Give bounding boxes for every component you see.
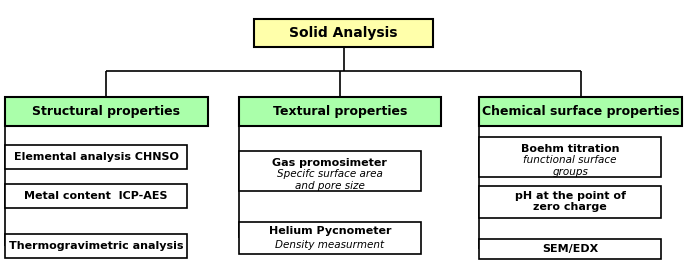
Text: Specifc surface area
and pore size: Specifc surface area and pore size — [277, 169, 383, 191]
FancyBboxPatch shape — [239, 222, 420, 254]
FancyBboxPatch shape — [239, 97, 442, 126]
Text: Density measurment: Density measurment — [275, 240, 384, 250]
Text: Gas promosimeter: Gas promosimeter — [272, 158, 387, 168]
Text: Boehm titration: Boehm titration — [521, 144, 620, 154]
Text: pH at the point of
zero charge: pH at the point of zero charge — [515, 191, 626, 212]
Text: functional surface
groups: functional surface groups — [523, 155, 617, 177]
FancyBboxPatch shape — [480, 137, 662, 177]
Text: Metal content  ICP-AES: Metal content ICP-AES — [25, 191, 168, 201]
Text: Helium Pycnometer: Helium Pycnometer — [269, 226, 391, 236]
FancyBboxPatch shape — [5, 97, 207, 126]
Text: Textural properties: Textural properties — [273, 105, 407, 118]
Text: Elemental analysis CHNSO: Elemental analysis CHNSO — [14, 152, 179, 162]
Text: SEM/EDX: SEM/EDX — [542, 244, 598, 254]
FancyBboxPatch shape — [5, 184, 187, 208]
FancyBboxPatch shape — [480, 97, 682, 126]
FancyBboxPatch shape — [5, 145, 187, 169]
Text: Solid Analysis: Solid Analysis — [289, 26, 398, 40]
FancyBboxPatch shape — [239, 151, 420, 191]
FancyBboxPatch shape — [254, 19, 433, 47]
FancyBboxPatch shape — [5, 234, 187, 258]
FancyBboxPatch shape — [480, 239, 662, 259]
Text: Chemical surface properties: Chemical surface properties — [482, 105, 679, 118]
FancyBboxPatch shape — [480, 186, 662, 217]
Text: Structural properties: Structural properties — [32, 105, 181, 118]
Text: Thermogravimetric analysis: Thermogravimetric analysis — [9, 241, 183, 251]
